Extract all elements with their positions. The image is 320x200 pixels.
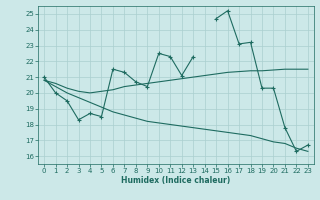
X-axis label: Humidex (Indice chaleur): Humidex (Indice chaleur) [121, 176, 231, 185]
